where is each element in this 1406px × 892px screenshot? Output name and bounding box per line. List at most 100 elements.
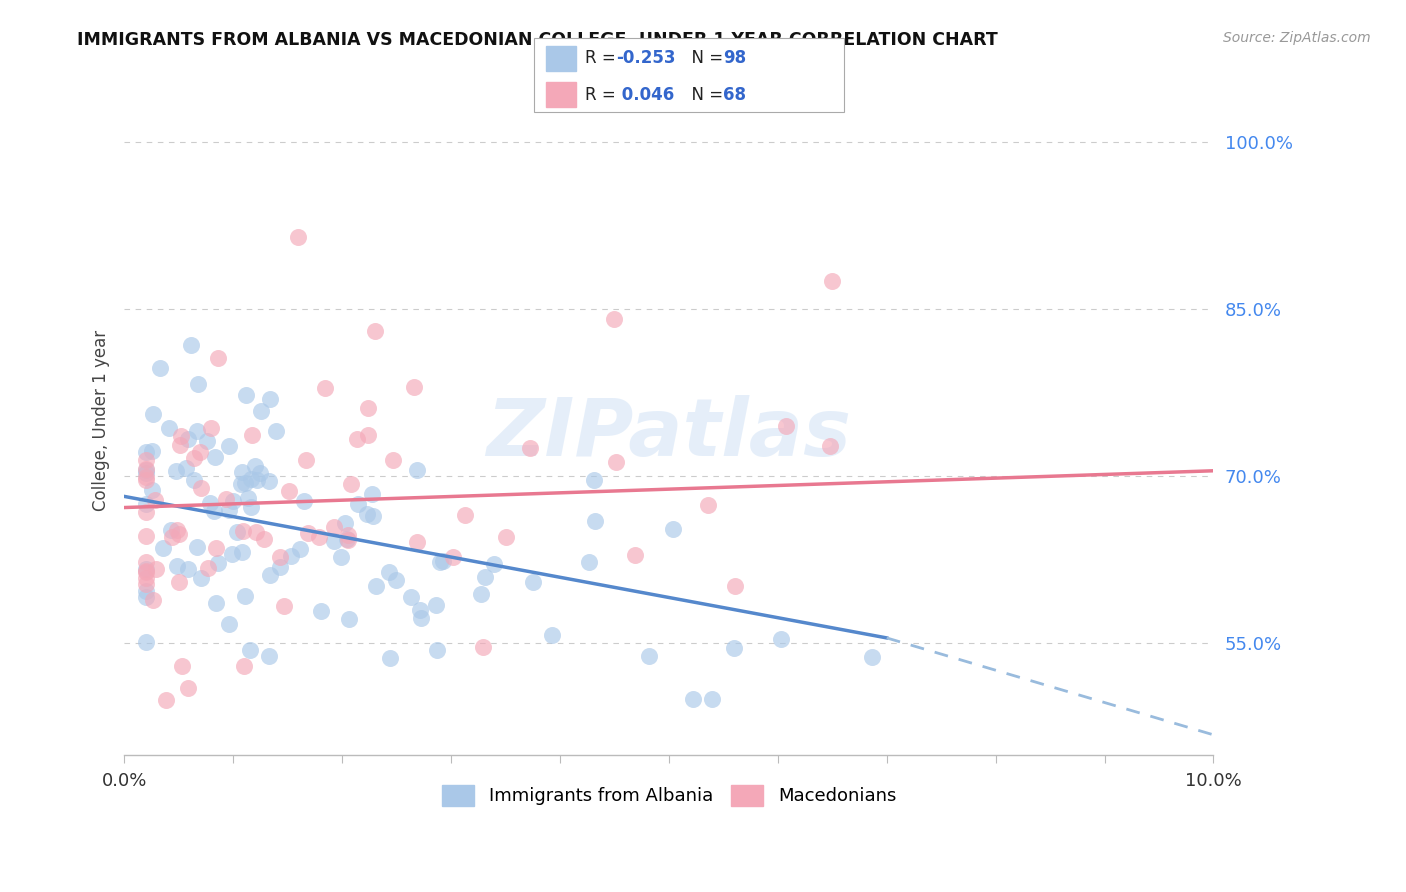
- Point: [229, 476, 252, 491]
- Point: [200, 420, 222, 434]
- Legend: Immigrants from Albania, Macedonians: Immigrants from Albania, Macedonians: [434, 778, 903, 813]
- Point: [297, 526, 319, 541]
- Point: [346, 497, 368, 511]
- Point: [405, 463, 427, 477]
- Point: [454, 508, 477, 523]
- Point: [333, 516, 356, 531]
- Point: [142, 593, 165, 607]
- Point: [186, 424, 208, 438]
- Point: [441, 549, 464, 564]
- Point: [821, 274, 844, 288]
- Point: [226, 524, 249, 539]
- Point: [638, 649, 661, 664]
- Point: [385, 573, 408, 587]
- Point: [235, 388, 257, 402]
- Point: [259, 568, 281, 582]
- Point: [233, 659, 256, 673]
- Point: [135, 571, 157, 585]
- Point: [862, 650, 884, 665]
- Point: [183, 473, 205, 487]
- Point: [204, 596, 226, 610]
- Point: [259, 392, 281, 406]
- Text: Source: ZipAtlas.com: Source: ZipAtlas.com: [1223, 31, 1371, 45]
- Point: [135, 565, 157, 579]
- Point: [257, 474, 280, 488]
- Text: N =: N =: [681, 49, 728, 67]
- Point: [336, 532, 359, 546]
- Point: [190, 571, 212, 585]
- Point: [135, 635, 157, 649]
- Point: [135, 583, 157, 598]
- Point: [818, 439, 841, 453]
- Point: [697, 498, 720, 512]
- Point: [207, 556, 229, 570]
- Point: [470, 587, 492, 601]
- Point: [222, 494, 245, 508]
- Point: [152, 541, 174, 556]
- Point: [190, 481, 212, 495]
- Point: [135, 452, 157, 467]
- Point: [135, 469, 157, 483]
- Point: [195, 434, 218, 448]
- Point: [176, 562, 198, 576]
- Point: [322, 520, 344, 534]
- Point: [162, 530, 184, 544]
- Text: -0.253: -0.253: [616, 49, 675, 67]
- Point: [135, 505, 157, 519]
- Point: [218, 617, 240, 632]
- Point: [339, 612, 361, 626]
- Point: [292, 494, 315, 508]
- Point: [169, 574, 191, 589]
- Point: [273, 599, 295, 614]
- Point: [218, 439, 240, 453]
- Point: [239, 472, 262, 486]
- Point: [259, 648, 281, 663]
- Point: [662, 522, 685, 536]
- Point: [238, 642, 260, 657]
- Point: [245, 473, 267, 487]
- Point: [197, 561, 219, 575]
- Point: [245, 524, 267, 539]
- Point: [409, 611, 432, 625]
- Point: [323, 533, 346, 548]
- Point: [426, 643, 449, 657]
- Point: [135, 564, 157, 578]
- Point: [623, 548, 645, 562]
- Point: [176, 432, 198, 446]
- Point: [363, 509, 385, 524]
- Point: [578, 555, 600, 569]
- Point: [149, 361, 172, 376]
- Point: [221, 547, 243, 561]
- Point: [295, 452, 318, 467]
- Point: [269, 559, 291, 574]
- Point: [204, 450, 226, 464]
- Point: [231, 545, 253, 559]
- Point: [249, 404, 271, 418]
- Point: [249, 466, 271, 480]
- Point: [519, 441, 541, 455]
- Point: [198, 496, 221, 510]
- Point: [308, 531, 330, 545]
- Point: [682, 692, 704, 706]
- Point: [166, 558, 188, 573]
- Point: [269, 549, 291, 564]
- Point: [429, 555, 451, 569]
- Point: [243, 458, 266, 473]
- Point: [135, 561, 157, 575]
- Point: [135, 462, 157, 476]
- Point: [202, 504, 225, 518]
- Text: 98: 98: [723, 49, 745, 67]
- Point: [406, 535, 429, 549]
- Point: [141, 444, 163, 458]
- Text: 68: 68: [723, 86, 745, 103]
- Point: [135, 473, 157, 487]
- Point: [135, 445, 157, 459]
- Point: [187, 376, 209, 391]
- Point: [382, 452, 405, 467]
- Text: R =: R =: [585, 49, 621, 67]
- Text: ZIPatlas: ZIPatlas: [486, 395, 852, 473]
- Point: [356, 508, 378, 522]
- Point: [311, 604, 333, 618]
- Point: [135, 577, 157, 591]
- Point: [165, 464, 187, 478]
